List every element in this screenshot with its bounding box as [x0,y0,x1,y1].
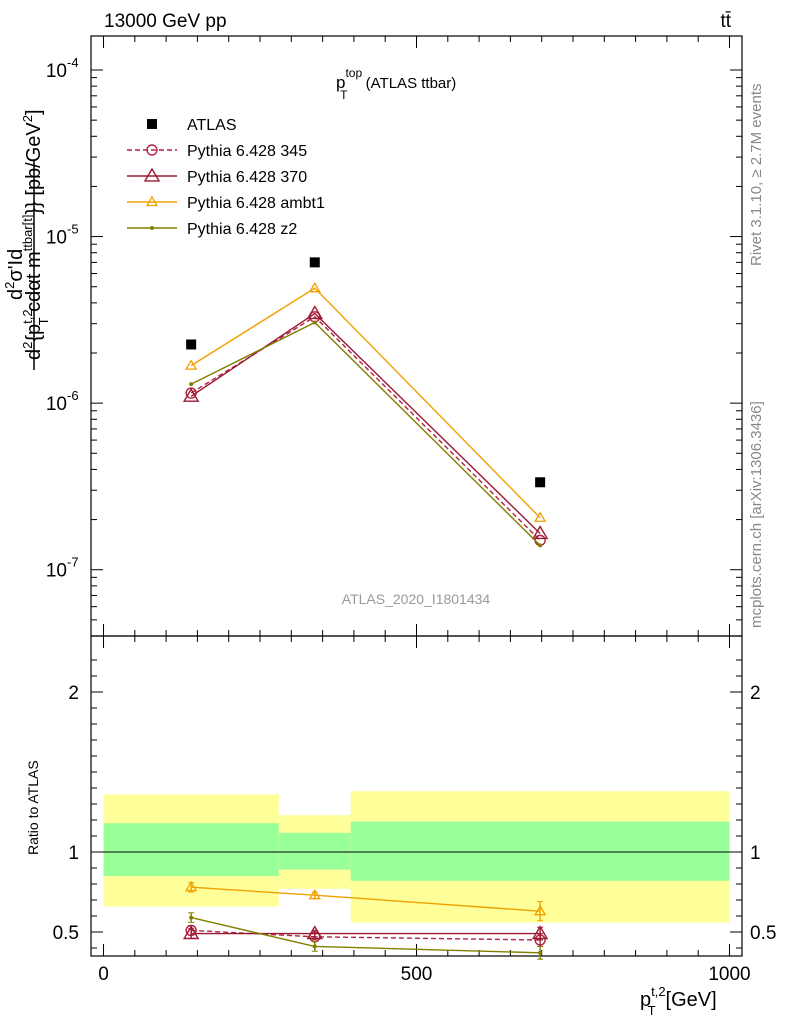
data-point [186,339,197,350]
series-marker [182,387,200,402]
rivet-label: Rivet 3.1.10, ≥ 2.7M events [748,84,765,267]
ratio-tick-label-left: 2 [68,683,79,704]
ratio-series-marker [533,904,547,916]
x-tick-label: 1000 [708,964,750,985]
ratio-series-line [191,929,541,941]
header-process: 13000 GeV pp [104,11,227,32]
series-marker [312,320,317,325]
legend-label: Pythia 6.428 ambt1 [187,195,325,212]
ratio-series-marker [312,944,317,949]
data-point [535,477,546,488]
uncertainty-band-inner [350,821,730,881]
y-tick-exponent: -7 [67,555,79,570]
series-line [190,321,541,546]
series-marker [189,382,194,387]
data-point [309,257,320,268]
ratio-tick-label-left: 0.5 [53,923,79,944]
legend-label: Pythia 6.428 z2 [187,221,297,238]
y-axis-numerator: d2σ'Id [2,249,27,300]
series-line [190,315,541,541]
legend-label: Pythia 6.428 345 [187,143,307,160]
y-tick-label: 10 [46,394,67,415]
y-tick-exponent: -4 [67,55,79,70]
legend-marker [145,195,159,207]
ratio-series-marker [182,925,200,940]
legend-marker [143,167,161,182]
series-marker [306,305,324,320]
series-marker [538,543,543,548]
legend-label-atlas: ATLAS [187,117,237,134]
series-marker [185,359,198,370]
y-tick-label: 10 [46,561,67,582]
legend-marker [146,144,158,156]
x-axis-label: pt,2 T [GeV] [640,984,717,1018]
ratio-y-label: Ratio to ATLAS [25,760,41,855]
ratio-series-marker [185,880,198,892]
ratio-series-marker [538,950,543,955]
y-tick-label: 10 [46,61,67,82]
legend-label: Pythia 6.428 370 [187,169,307,186]
legend-marker-atlas [147,119,157,129]
ratio-series-marker [306,925,324,940]
series-marker [308,281,321,293]
header-final-state: tt̄ [720,11,731,32]
ratio-tick-label-right: 0.5 [750,923,776,944]
x-tick-label: 0 [98,964,109,985]
ratio-series-marker [189,915,194,920]
analysis-watermark: ATLAS_2020_I1801434 [342,591,491,607]
uncertainty-band-inner [103,823,279,876]
ratio-series-marker [531,925,549,940]
ratio-plot-frame [90,635,743,957]
series-marker [531,525,549,540]
series-line [190,312,541,534]
x-tick-label: 500 [401,964,433,985]
legend-marker [150,226,154,230]
series-marker [533,511,547,522]
ratio-series-marker [308,888,321,900]
y-tick-exponent: -6 [67,388,79,403]
series-line [190,287,541,519]
uncertainty-band-inner [278,832,351,870]
y-tick-label: 10 [46,228,67,249]
plot-title: ptop T (ATLAS ttbar) [336,66,456,102]
ratio-tick-label-right: 2 [750,683,761,704]
mcplots-label: mcplots.cern.ch [arXiv:1306.3436] [748,401,765,628]
y-tick-exponent: -5 [67,222,79,237]
ratio-series-line [190,916,541,954]
ratio-tick-label-left: 1 [68,843,79,864]
ratio-tick-label-right: 1 [750,843,761,864]
